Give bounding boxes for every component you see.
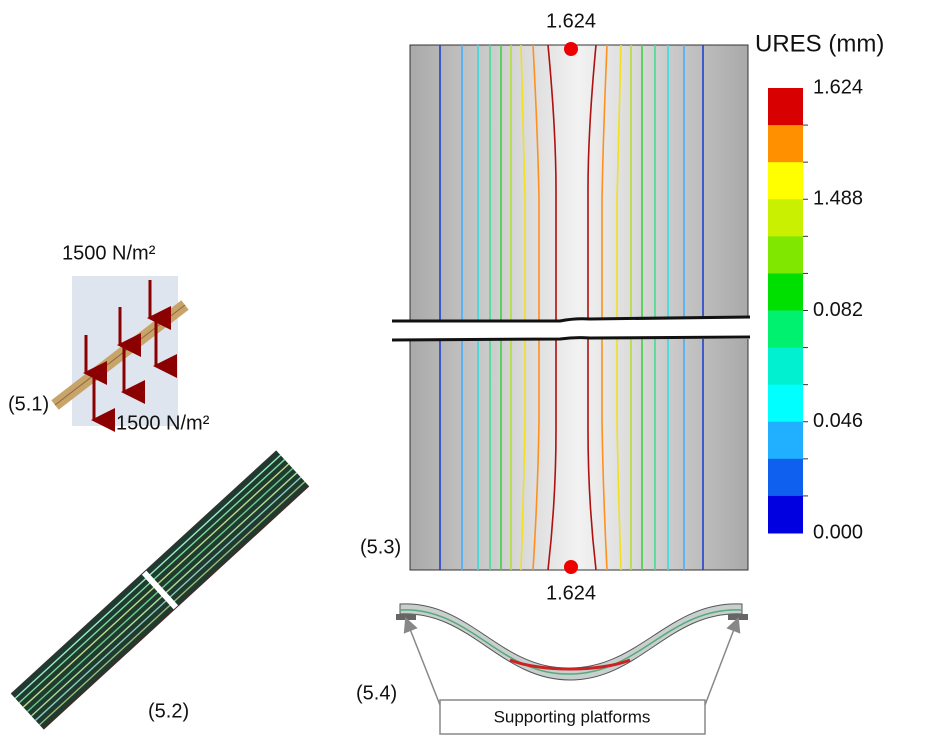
colorbar-label: 0.000	[813, 521, 863, 543]
colorbar-segment	[768, 125, 803, 163]
colorbar-segment	[768, 496, 803, 534]
figure-label: (5.4)	[356, 682, 397, 704]
figure-label: (5.2)	[148, 700, 189, 722]
colorbar-segment	[768, 348, 803, 386]
colorbar-label: 1.624	[813, 76, 863, 98]
colorbar-segment	[768, 459, 803, 497]
colorbar-segment	[768, 422, 803, 460]
figure-label: (5.3)	[360, 536, 401, 558]
colorbar-segment	[768, 88, 803, 126]
figure-label: (5.1)	[8, 393, 49, 415]
colorbar-segment	[768, 236, 803, 274]
colorbar-label: 1.488	[813, 188, 863, 210]
colorbar-segment	[768, 162, 803, 200]
colorbar: 1.624 1.488 0.082 0.046 0.000	[768, 76, 863, 543]
max-label: 1.624	[546, 10, 596, 32]
colorbar-title: URES (mm)	[755, 30, 884, 57]
load-label: 1500 N/m²	[62, 242, 156, 264]
contour-plot	[392, 42, 750, 574]
platform-label: Supporting platforms	[494, 707, 651, 726]
colorbar-segment	[768, 311, 803, 349]
colorbar-segment	[768, 385, 803, 423]
max-label: 1.624	[546, 582, 596, 604]
load-label: 1500 N/m²	[116, 412, 210, 434]
colorbar-segment	[768, 273, 803, 311]
beam-strip	[10, 449, 311, 731]
load-sketch	[55, 276, 185, 426]
colorbar-segment	[768, 199, 803, 237]
colorbar-label: 0.046	[813, 410, 863, 432]
figure: 1500 N/m² 1500 N/m² (5.1) (5.2)	[0, 0, 927, 744]
colorbar-label: 0.082	[813, 299, 863, 321]
